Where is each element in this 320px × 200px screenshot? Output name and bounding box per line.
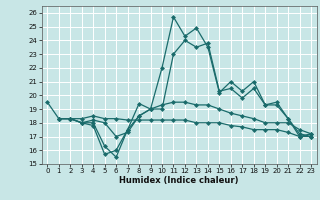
X-axis label: Humidex (Indice chaleur): Humidex (Indice chaleur)	[119, 176, 239, 185]
